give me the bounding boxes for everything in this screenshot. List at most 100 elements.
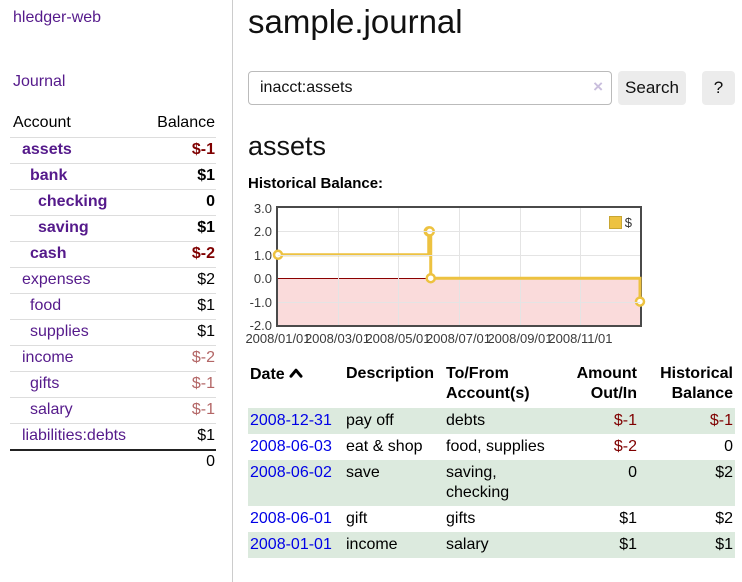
- account-row-checking: checking 0: [10, 190, 216, 216]
- brand-link[interactable]: hledger-web: [13, 9, 102, 26]
- account-row-liabilities-debts: liabilities:debts $1: [10, 424, 216, 450]
- y-tick-label: 1.0: [253, 247, 272, 263]
- clear-search-icon[interactable]: ×: [593, 77, 603, 96]
- transaction-description: pay off: [346, 412, 394, 429]
- transaction-description: income: [346, 536, 398, 553]
- transaction-date-link[interactable]: 2008-06-03: [250, 438, 332, 455]
- legend-swatch: [608, 216, 622, 229]
- account-link-gifts[interactable]: gifts: [30, 375, 60, 392]
- account-row-salary: salary $-1: [10, 398, 216, 424]
- y-tick-label: -2.0: [249, 318, 272, 333]
- gridline: [278, 301, 640, 303]
- account-balance: 0: [206, 193, 215, 210]
- x-tick-label: 2008/07/01: [425, 331, 492, 346]
- gridline: [278, 254, 640, 256]
- account-row-saving: saving $1: [10, 216, 216, 242]
- x-tick-label: 2008/11/01: [548, 331, 613, 346]
- help-button[interactable]: ?: [701, 71, 735, 105]
- account-balance: $1: [197, 219, 215, 236]
- y-tick-label: 3.0: [253, 201, 272, 216]
- account-link-income[interactable]: income: [22, 349, 74, 366]
- account-row-gifts: gifts $-1: [10, 372, 216, 398]
- account-balance: $1: [197, 167, 215, 184]
- main-content: sample.journal × Search ? assets Histori…: [234, 0, 742, 582]
- search-button[interactable]: Search: [618, 71, 686, 105]
- transaction-accounts: debts: [446, 412, 486, 429]
- x-tick-label: 2008/01/01: [245, 331, 311, 346]
- account-link-salary[interactable]: salary: [30, 401, 73, 418]
- account-link-liabilities-debts[interactable]: liabilities:debts: [22, 427, 127, 444]
- account-link-bank[interactable]: bank: [30, 167, 68, 184]
- column-header-historical: Historical Balance: [660, 365, 733, 402]
- account-link-expenses[interactable]: expenses: [22, 271, 91, 288]
- account-link-assets[interactable]: assets: [22, 141, 72, 158]
- transaction-date-link[interactable]: 2008-12-31: [250, 412, 332, 429]
- transaction-balance: $1: [715, 536, 733, 553]
- account-row-expenses: expenses $2: [10, 268, 216, 294]
- y-tick-label: -1.0: [249, 294, 272, 310]
- register-row: 2008-06-01 gift gifts $1 $2: [248, 506, 735, 532]
- account-balance: $1: [197, 427, 215, 444]
- transaction-accounts: saving, checking: [446, 464, 510, 501]
- account-row-bank: bank $1: [10, 164, 216, 190]
- sort-ascending-icon: [289, 364, 303, 384]
- register-header-row: Date Description To/From Account(s) Amou…: [248, 364, 735, 408]
- x-tick-label: 2008/09/01: [487, 331, 553, 346]
- transaction-accounts: salary: [446, 536, 489, 553]
- transaction-description: gift: [346, 510, 368, 527]
- gridline: [580, 208, 582, 325]
- transaction-amount: $1: [619, 536, 637, 553]
- register-row: 2008-01-01 income salary $1 $1: [248, 532, 735, 558]
- account-row-food: food $1: [10, 294, 216, 320]
- accounts-total-row: 0: [10, 450, 216, 473]
- y-tick-label: 2.0: [253, 224, 272, 240]
- gridline: [398, 208, 399, 325]
- transaction-balance: 0: [724, 438, 733, 455]
- transaction-balance: $2: [715, 464, 733, 481]
- y-tick-label: 0.0: [253, 271, 272, 287]
- account-balance: $1: [197, 323, 215, 340]
- transaction-accounts: gifts: [446, 510, 476, 527]
- transaction-date-link[interactable]: 2008-06-01: [250, 510, 332, 527]
- account-row-supplies: supplies $1: [10, 320, 216, 346]
- balance-chart: 3.0 2.0 1.0 0.0 -1.0 -2.0 $ 2008/01/01 2008/03…: [245, 201, 668, 346]
- column-header-amount: Amount Out/In: [576, 365, 637, 402]
- x-tick-label: 2008/03/01: [304, 331, 371, 346]
- x-tick-label: 2008/05/01: [365, 331, 431, 346]
- column-header-date[interactable]: Date: [248, 364, 344, 408]
- account-row-assets: assets $-1: [10, 138, 216, 164]
- register-row: 2008-06-02 save saving, checking 0 $2: [248, 460, 735, 506]
- accounts-header-row: Account Balance: [10, 111, 216, 138]
- accounts-header-account: Account: [13, 114, 71, 131]
- search-input[interactable]: [248, 71, 612, 105]
- account-link-saving[interactable]: saving: [38, 219, 89, 236]
- transaction-amount: $1: [619, 510, 637, 527]
- account-row-income: income $-2: [10, 346, 216, 372]
- page-title: sample.journal: [248, 3, 463, 40]
- account-link-food[interactable]: food: [30, 297, 62, 314]
- transaction-amount: $-1: [613, 412, 637, 429]
- register-row: 2008-06-03 eat & shop food, supplies $-2…: [248, 434, 735, 460]
- chart-legend: $: [606, 214, 634, 231]
- gridline: [458, 208, 460, 325]
- sidebar-item-journal[interactable]: Journal: [13, 73, 66, 90]
- account-title: assets: [248, 131, 327, 161]
- transaction-date-link[interactable]: 2008-01-01: [250, 536, 332, 553]
- chart-line-series: [272, 226, 646, 307]
- legend-label: $: [624, 215, 632, 230]
- account-balance: $-2: [191, 349, 215, 366]
- account-link-cash[interactable]: cash: [30, 245, 67, 262]
- account-balance: $-2: [191, 245, 215, 262]
- register-table: Date Description To/From Account(s) Amou…: [248, 364, 735, 558]
- account-link-checking[interactable]: checking: [38, 193, 108, 210]
- account-balance: $2: [197, 271, 215, 288]
- data-point-marker: [425, 272, 436, 284]
- register-row: 2008-12-31 pay off debts $-1 $-1: [248, 408, 735, 434]
- transaction-amount: $-2: [613, 438, 637, 455]
- column-header-tofrom: To/From Account(s): [446, 365, 530, 402]
- transaction-description: save: [346, 464, 380, 481]
- account-link-supplies[interactable]: supplies: [30, 323, 89, 340]
- transaction-date-link[interactable]: 2008-06-02: [250, 464, 332, 481]
- chart-y-axis: 3.0 2.0 1.0 0.0 -1.0 -2.0: [248, 201, 272, 333]
- transaction-balance: $-1: [709, 412, 733, 429]
